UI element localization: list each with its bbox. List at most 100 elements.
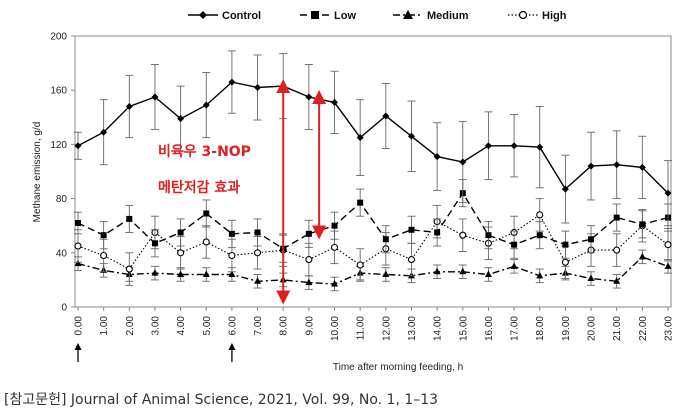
line-low xyxy=(77,191,669,250)
y-tick-label: 0 xyxy=(61,303,67,314)
y-axis: 0 40 80 120 160 200 xyxy=(50,32,75,314)
point-medium xyxy=(228,270,236,277)
annotation-layer: 비육우 3-NOP 메탄저감 효과 xyxy=(158,79,327,305)
x-tick-label: 22.00 xyxy=(638,316,649,341)
line-high xyxy=(77,214,669,270)
x-tick-label: 6.00 xyxy=(227,316,238,336)
point-control xyxy=(202,101,210,109)
point-control xyxy=(125,102,133,110)
x-tick-label: 11.00 xyxy=(356,316,367,341)
methane-emission-chart: Control Low Medium High 0 40 80 120 160 200 0… xyxy=(32,10,675,373)
point-control xyxy=(459,158,467,166)
point-control xyxy=(356,134,364,142)
point-control xyxy=(254,83,262,91)
point-medium xyxy=(202,270,210,277)
y-axis-label: Methane emission, g/d xyxy=(32,122,43,223)
series-high xyxy=(74,198,672,286)
x-tick-label: 3.00 xyxy=(150,316,161,336)
point-control xyxy=(664,189,672,197)
point-control xyxy=(74,142,82,150)
x-tick-label: 13.00 xyxy=(407,316,418,341)
point-medium xyxy=(536,271,544,279)
point-high xyxy=(664,241,672,249)
x-tick-label: 20.00 xyxy=(587,316,598,341)
point-control xyxy=(177,115,185,123)
point-control xyxy=(587,162,595,170)
point-control xyxy=(100,128,108,136)
point-high xyxy=(125,265,133,273)
point-medium xyxy=(151,269,159,276)
point-medium xyxy=(254,277,262,284)
point-low xyxy=(203,210,210,217)
point-low xyxy=(228,230,235,237)
line-control xyxy=(77,81,669,194)
point-high xyxy=(202,238,210,246)
x-tick-label: 12.00 xyxy=(381,316,392,341)
point-high xyxy=(536,211,544,219)
point-high xyxy=(177,249,185,257)
legend-label-control: Control xyxy=(222,10,261,22)
point-medium xyxy=(382,270,390,277)
point-low xyxy=(434,229,441,236)
x-tick-label: 2.00 xyxy=(125,316,136,336)
y-tick-label: 120 xyxy=(50,140,67,151)
point-medium xyxy=(638,252,646,260)
point-medium xyxy=(433,267,441,275)
x-tick-label: 5.00 xyxy=(202,316,213,336)
point-high xyxy=(356,261,364,269)
y-tick-label: 40 xyxy=(56,248,68,259)
point-low xyxy=(639,221,646,228)
point-high xyxy=(561,258,569,266)
x-tick-label: 9.00 xyxy=(304,316,315,336)
feeding-arrow-head xyxy=(74,343,82,350)
series-control xyxy=(74,50,672,227)
point-control xyxy=(561,185,569,193)
legend-label-low: Low xyxy=(334,10,356,22)
point-medium xyxy=(510,262,518,269)
legend-item-high: High xyxy=(508,10,567,22)
point-control xyxy=(484,142,492,150)
point-control xyxy=(151,93,159,101)
point-high xyxy=(407,256,416,264)
point-low xyxy=(100,232,107,239)
point-low xyxy=(382,236,389,243)
x-tick-label: 0.00 xyxy=(74,316,85,336)
x-tick-label: 21.00 xyxy=(612,316,623,341)
plot-area xyxy=(74,35,672,308)
point-low xyxy=(357,199,364,206)
point-control xyxy=(331,98,339,106)
point-control xyxy=(382,112,390,120)
point-control xyxy=(305,93,313,101)
legend-label-high: High xyxy=(542,10,567,22)
point-low xyxy=(151,240,158,247)
point-medium xyxy=(305,278,313,286)
point-control xyxy=(638,163,646,171)
x-tick-label: 1.00 xyxy=(99,316,110,336)
annotation-line-2: 메탄저감 효과 xyxy=(158,179,240,196)
point-control xyxy=(510,142,518,150)
point-high xyxy=(459,231,467,239)
point-low xyxy=(331,222,338,229)
line-medium xyxy=(77,256,669,285)
series-layer xyxy=(74,50,672,292)
point-medium xyxy=(484,270,492,277)
annotation-line-1: 비육우 3-NOP xyxy=(158,144,251,160)
x-tick-label: 14.00 xyxy=(433,316,444,341)
point-low xyxy=(305,230,312,237)
point-medium xyxy=(74,259,82,267)
legend: Control Low Medium High xyxy=(188,10,567,22)
x-tick-label: 18.00 xyxy=(535,316,546,341)
point-low xyxy=(177,229,184,236)
feeding-arrow-head xyxy=(228,343,236,350)
x-axis: 0.00 1.00 2.00 3.00 4.00 5.00 6.00 7.00 8.00 9.00… xyxy=(74,307,675,341)
point-control xyxy=(536,143,544,151)
point-control xyxy=(407,132,415,140)
point-low xyxy=(126,215,133,222)
point-low xyxy=(588,236,595,243)
x-axis-label: Time after morning feeding, h xyxy=(333,362,463,373)
x-tick-label: 8.00 xyxy=(279,316,290,336)
x-tick-label: 15.00 xyxy=(458,316,469,341)
point-medium xyxy=(459,267,467,275)
point-high xyxy=(74,242,82,250)
point-low xyxy=(536,232,543,239)
